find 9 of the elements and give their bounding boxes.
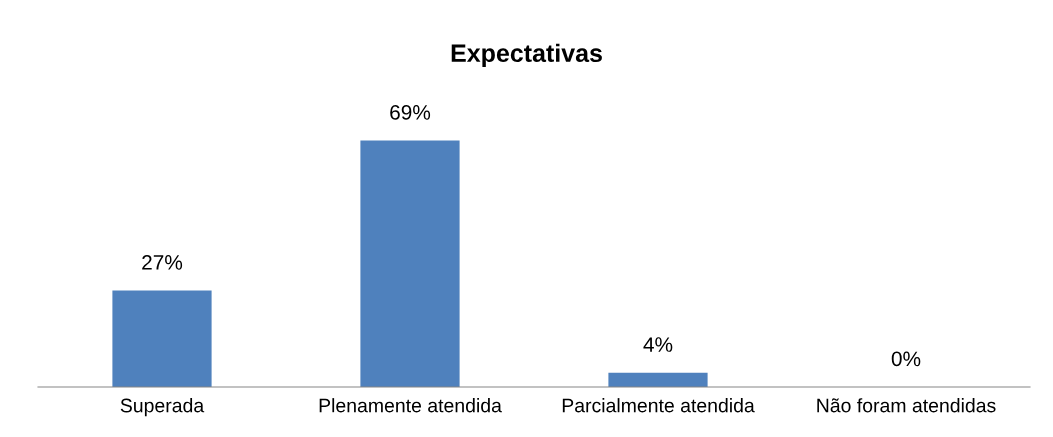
data-label: 4% <box>643 337 673 352</box>
x-tick-label: Plenamente atendida <box>319 398 502 413</box>
data-label: 69% <box>390 104 431 120</box>
x-tick-label: Não foram atendidas <box>817 398 996 413</box>
x-tick-label: Superada <box>120 398 205 417</box>
chart-title: Expectativas <box>451 43 602 67</box>
data-label: 27% <box>142 255 183 270</box>
x-tick-label: Parcialmente atendida <box>562 398 755 413</box>
data-label: 0% <box>891 351 921 367</box>
